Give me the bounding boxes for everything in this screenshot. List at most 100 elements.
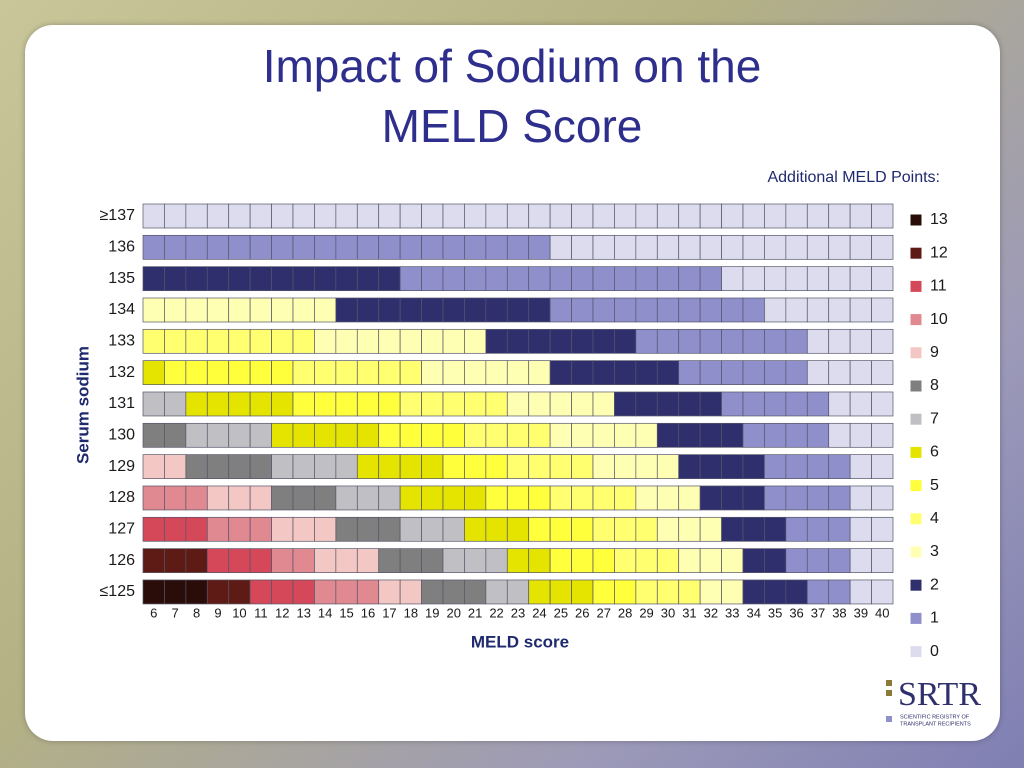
cell [549, 266, 572, 292]
cell [699, 297, 722, 323]
cell [442, 548, 465, 573]
cell [871, 516, 894, 542]
cell [656, 516, 680, 542]
cell [185, 234, 208, 260]
cell [828, 454, 851, 479]
cell [292, 516, 315, 542]
legend-label: 10 [930, 311, 948, 328]
cell [464, 391, 487, 417]
cell [549, 548, 572, 573]
cell [678, 203, 701, 229]
cell [356, 328, 380, 354]
cell [356, 203, 380, 229]
cell [228, 516, 251, 542]
cell [506, 422, 530, 448]
cell [442, 391, 465, 417]
x-tick-label: 9 [214, 605, 221, 620]
cell [871, 548, 894, 573]
cell [806, 360, 830, 385]
cell [699, 360, 722, 385]
cell [528, 485, 551, 511]
cell [764, 297, 787, 323]
cell [356, 454, 380, 479]
cell [292, 548, 315, 573]
cell [164, 234, 187, 260]
x-tick-label: 29 [639, 605, 653, 620]
cell [442, 297, 465, 323]
cell [335, 328, 358, 354]
cell [142, 579, 165, 605]
y-tick-label: 134 [108, 301, 135, 318]
cell [228, 297, 251, 323]
cell [871, 360, 894, 385]
cell [292, 234, 315, 260]
cell [571, 297, 594, 323]
cell [699, 422, 722, 448]
legend-swatch [909, 645, 923, 659]
cell [656, 485, 680, 511]
cell [442, 579, 465, 605]
cell [506, 234, 530, 260]
cell [464, 454, 487, 479]
cell [742, 548, 765, 573]
cell [142, 266, 165, 292]
cell [828, 234, 851, 260]
x-axis-label: MELD score [471, 632, 569, 651]
cell [614, 297, 637, 323]
x-tick-label: 33 [725, 605, 739, 620]
cell [314, 454, 337, 479]
cell [421, 516, 444, 542]
cell [571, 548, 594, 573]
cell [185, 297, 208, 323]
cell [485, 203, 508, 229]
x-tick-label: 25 [554, 605, 568, 620]
cell [142, 234, 165, 260]
cell [442, 485, 465, 511]
cell [228, 454, 251, 479]
cell [721, 485, 744, 511]
legend-swatch [909, 213, 923, 227]
legend-swatch [909, 246, 923, 260]
cell [378, 360, 401, 385]
cell [678, 297, 701, 323]
cell [292, 266, 315, 292]
cell [678, 391, 701, 417]
cell [164, 297, 187, 323]
cell [142, 548, 165, 573]
cell [528, 422, 551, 448]
logo-dot [886, 716, 892, 722]
cell [635, 203, 658, 229]
cell [571, 516, 594, 542]
cell [314, 579, 337, 605]
cell [292, 579, 315, 605]
cell [635, 328, 658, 354]
y-axis-label: Serum sodium [73, 346, 92, 464]
cell [292, 454, 315, 479]
cell [828, 203, 851, 229]
cell [614, 360, 637, 385]
cell [678, 454, 701, 479]
y-tick-label: 132 [108, 364, 135, 381]
cell [464, 203, 487, 229]
cell [764, 454, 787, 479]
cell [249, 297, 272, 323]
cell [464, 579, 487, 605]
cell [592, 328, 615, 354]
cell [506, 548, 530, 573]
cell [678, 516, 701, 542]
cell [764, 203, 787, 229]
cell [849, 234, 872, 260]
cell [678, 328, 701, 354]
cell [614, 203, 637, 229]
legend-swatch [909, 346, 923, 360]
cell [335, 360, 358, 385]
cell [271, 485, 294, 511]
cell [249, 360, 272, 385]
logo-caption: SCIENTIFIC REGISTRY OF [900, 714, 970, 720]
cell [549, 360, 572, 385]
cell [656, 391, 680, 417]
cell [185, 328, 208, 354]
cell [356, 234, 380, 260]
cell [164, 454, 187, 479]
cell [764, 548, 787, 573]
